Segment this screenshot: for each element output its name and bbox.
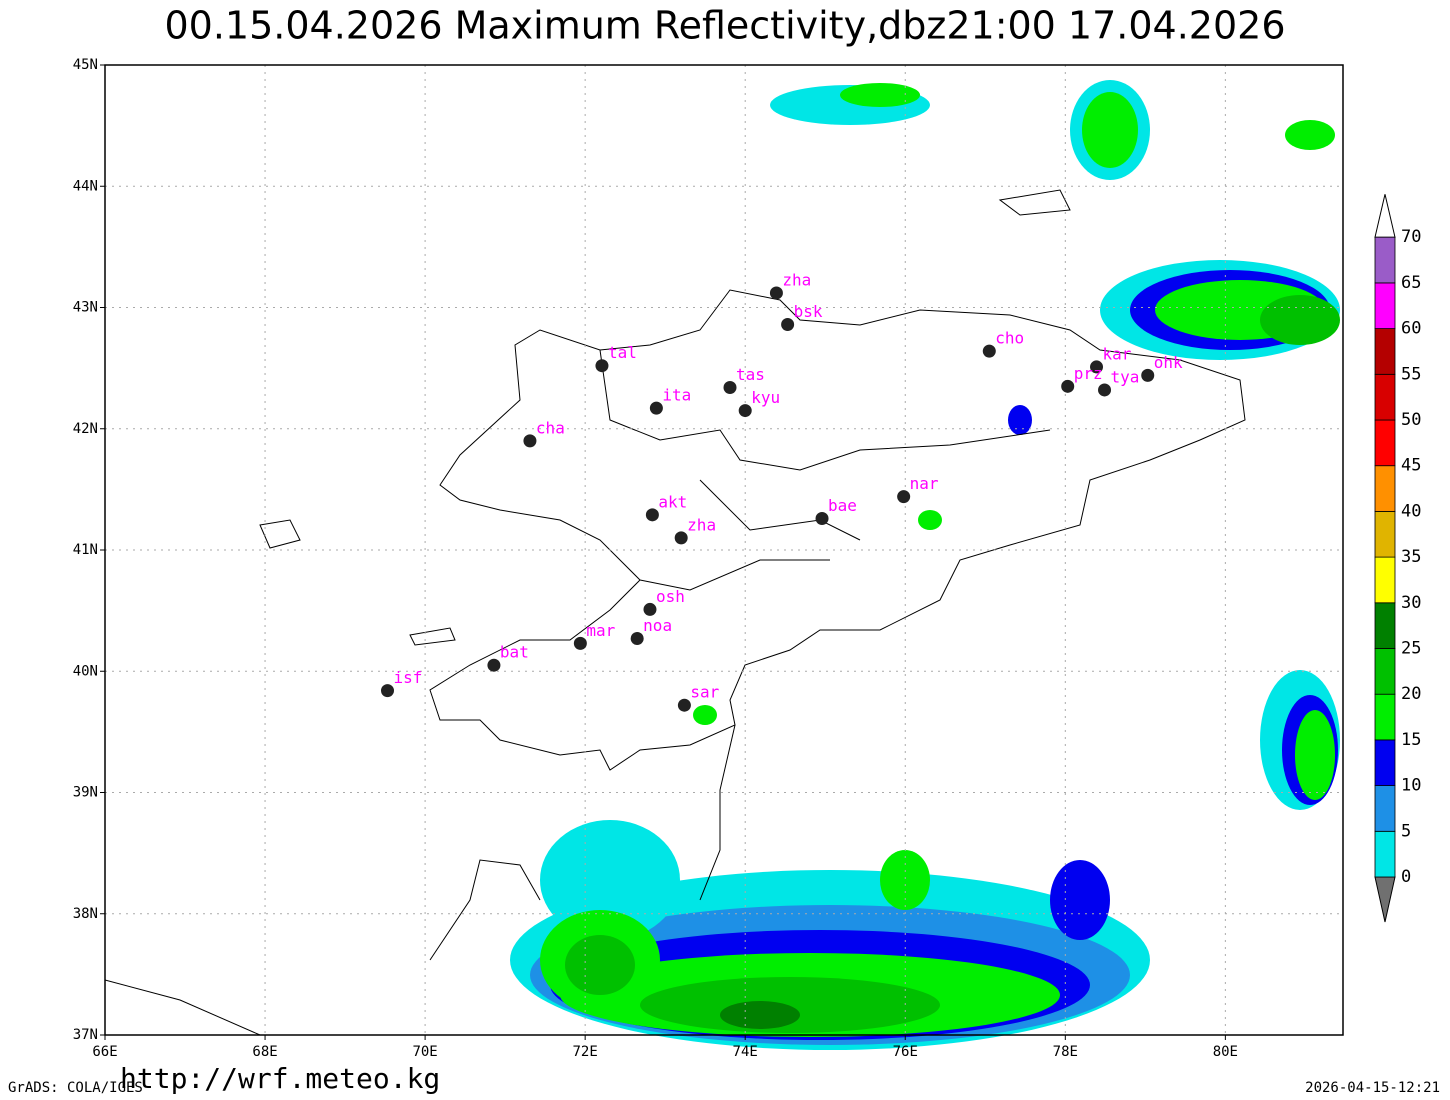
station-label: bae — [828, 496, 857, 515]
y-tick-label: 38N — [73, 906, 98, 922]
station-marker — [487, 658, 501, 672]
station-marker — [769, 286, 783, 300]
station-label: ohk — [1154, 353, 1183, 372]
station-marker — [982, 344, 996, 358]
y-tick-label: 41N — [73, 542, 98, 558]
station-marker — [380, 684, 394, 698]
station-marker — [723, 381, 737, 395]
station-label: akt — [658, 492, 687, 511]
station-label: kar — [1103, 344, 1132, 363]
station-marker — [595, 359, 609, 373]
colorbar-label: 35 — [1401, 547, 1421, 567]
station-label: sar — [690, 683, 719, 702]
colorbar-label: 60 — [1401, 319, 1421, 339]
footer-timestamp: 2026-04-15-12:21 — [1305, 1080, 1440, 1096]
station-marker — [1098, 383, 1112, 397]
colorbar-label: 50 — [1401, 410, 1421, 430]
colorbar-label: 5 — [1401, 821, 1411, 841]
colorbar-swatch — [1374, 465, 1396, 512]
station-label: zha — [782, 270, 811, 289]
y-tick-label: 43N — [73, 300, 98, 316]
plot-area — [104, 64, 1343, 1050]
colorbar-label: 15 — [1401, 730, 1421, 750]
colorbar-label: 25 — [1401, 639, 1421, 659]
station-label: cha — [536, 418, 565, 437]
station-marker — [781, 317, 795, 331]
station-marker — [523, 434, 537, 448]
y-tick-label: 42N — [73, 421, 98, 437]
colorbar-swatch — [1374, 556, 1396, 604]
colorbar-swatch — [1374, 236, 1396, 284]
station-label: tas — [736, 365, 765, 384]
colorbar-swatch — [1374, 648, 1396, 695]
station-label: bsk — [794, 302, 823, 321]
x-tick-label: 70E — [412, 1044, 437, 1060]
station-label: mar — [586, 621, 615, 640]
colorbar-swatch — [1374, 328, 1396, 375]
station-marker — [815, 511, 829, 525]
footer-software: GrADS: COLA/IGES — [8, 1080, 143, 1096]
station-label: zha — [687, 515, 716, 534]
station-marker — [677, 698, 691, 712]
station-marker — [643, 602, 657, 616]
station-marker — [1141, 368, 1155, 382]
station-label: nar — [910, 474, 939, 493]
station-label: noa — [643, 616, 672, 635]
colorbar-label: 40 — [1401, 501, 1421, 521]
colorbar-swatch — [1374, 785, 1396, 832]
station-marker — [1061, 379, 1075, 393]
station-marker — [1090, 360, 1104, 374]
colorbar-label: 10 — [1401, 776, 1421, 796]
station-label: tya — [1111, 367, 1140, 386]
station-marker — [738, 404, 752, 418]
station-label: osh — [656, 587, 685, 606]
colorbar-label: 20 — [1401, 684, 1421, 704]
colorbar-swatch — [1374, 282, 1396, 329]
colorbar-swatch — [1374, 373, 1396, 421]
station-label: isf — [393, 668, 422, 687]
colorbar-swatch — [1374, 419, 1396, 467]
colorbar-label: 65 — [1401, 273, 1421, 293]
y-tick-label: 37N — [73, 1027, 98, 1043]
x-tick-label: 78E — [1053, 1044, 1078, 1060]
x-tick-label: 80E — [1213, 1044, 1238, 1060]
footer-url: http://wrf.meteo.kg — [120, 1062, 440, 1095]
y-tick-label: 40N — [73, 663, 98, 679]
station-marker — [630, 632, 644, 646]
colorbar-swatch — [1374, 602, 1396, 649]
station-marker — [573, 636, 587, 650]
x-tick-label: 68E — [252, 1044, 277, 1060]
colorbar-label: 45 — [1401, 456, 1421, 476]
colorbar-label: 55 — [1401, 364, 1421, 384]
station-label: tal — [608, 343, 637, 362]
y-tick-label: 45N — [73, 57, 98, 73]
colorbar-swatch — [1374, 739, 1396, 787]
colorbar-label: 30 — [1401, 593, 1421, 613]
colorbar-label: 0 — [1401, 867, 1411, 887]
station-label: bat — [500, 643, 529, 662]
colorbar-swatch — [1374, 693, 1396, 741]
station-label: ita — [662, 386, 691, 405]
title: 00.15.04.2026 Maximum Reflectivity,dbz21… — [165, 4, 1286, 48]
station-marker — [645, 508, 659, 522]
station-marker — [649, 401, 663, 415]
colorbar: 0 5 10 15 20 25 30 35 40 45 50 55 60 65 70 — [1374, 194, 1421, 923]
colorbar-label: 70 — [1401, 227, 1421, 247]
x-tick-label: 76E — [893, 1044, 918, 1060]
y-tick-label: 44N — [73, 178, 98, 194]
x-tick-label: 74E — [733, 1044, 758, 1060]
station-label: kyu — [751, 388, 780, 407]
colorbar-swatch — [1374, 830, 1396, 878]
station-label: cho — [995, 329, 1024, 348]
x-tick-label: 72E — [573, 1044, 598, 1060]
station-label: prz — [1074, 364, 1103, 383]
station-marker — [897, 490, 911, 504]
station-marker — [674, 531, 688, 545]
x-tick-label: 66E — [92, 1044, 117, 1060]
boundaries — [104, 189, 1246, 1036]
y-tick-label: 39N — [73, 785, 98, 801]
colorbar-swatch — [1374, 510, 1396, 558]
radar-echoes — [510, 80, 1340, 1050]
